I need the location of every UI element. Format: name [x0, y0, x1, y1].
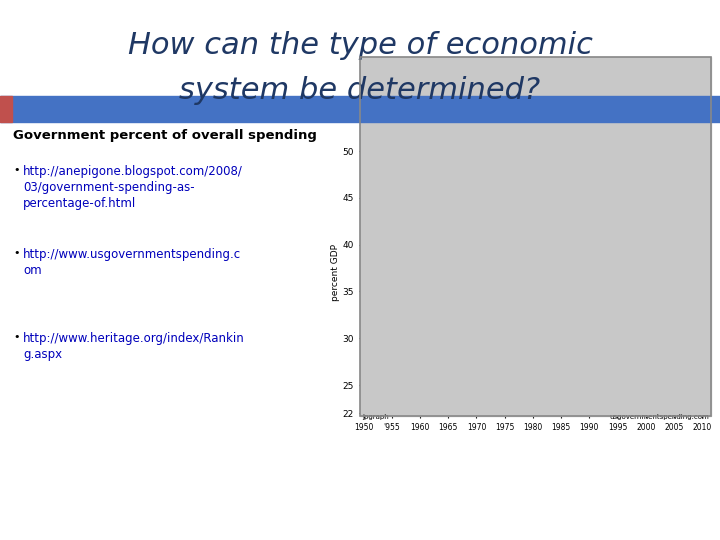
Title: Total Spending
Government Spending in US from FY 1950 to FY 20’0: Total Spending Government Spending in US… [415, 106, 656, 127]
Text: How can the type of economic: How can the type of economic [127, 31, 593, 60]
Text: http://www.heritage.org/index/Rankin
g.aspx: http://www.heritage.org/index/Rankin g.a… [23, 332, 245, 361]
Text: Government percent of overall spending: Government percent of overall spending [13, 129, 317, 141]
Text: http://www.usgovernmentspending.c
om: http://www.usgovernmentspending.c om [23, 248, 241, 278]
Text: usgovernmentspending.com: usgovernmentspending.com [609, 414, 709, 420]
Text: •: • [13, 248, 19, 259]
Text: •: • [13, 332, 19, 342]
Text: jpgraph: jpgraph [362, 414, 389, 420]
Y-axis label: percent GDP: percent GDP [330, 244, 340, 301]
Text: •: • [13, 165, 19, 175]
Text: http://anepigone.blogspot.com/2008/
03/government-spending-as-
percentage-of.htm: http://anepigone.blogspot.com/2008/ 03/g… [23, 165, 243, 210]
Text: system be determined?: system be determined? [179, 76, 541, 105]
